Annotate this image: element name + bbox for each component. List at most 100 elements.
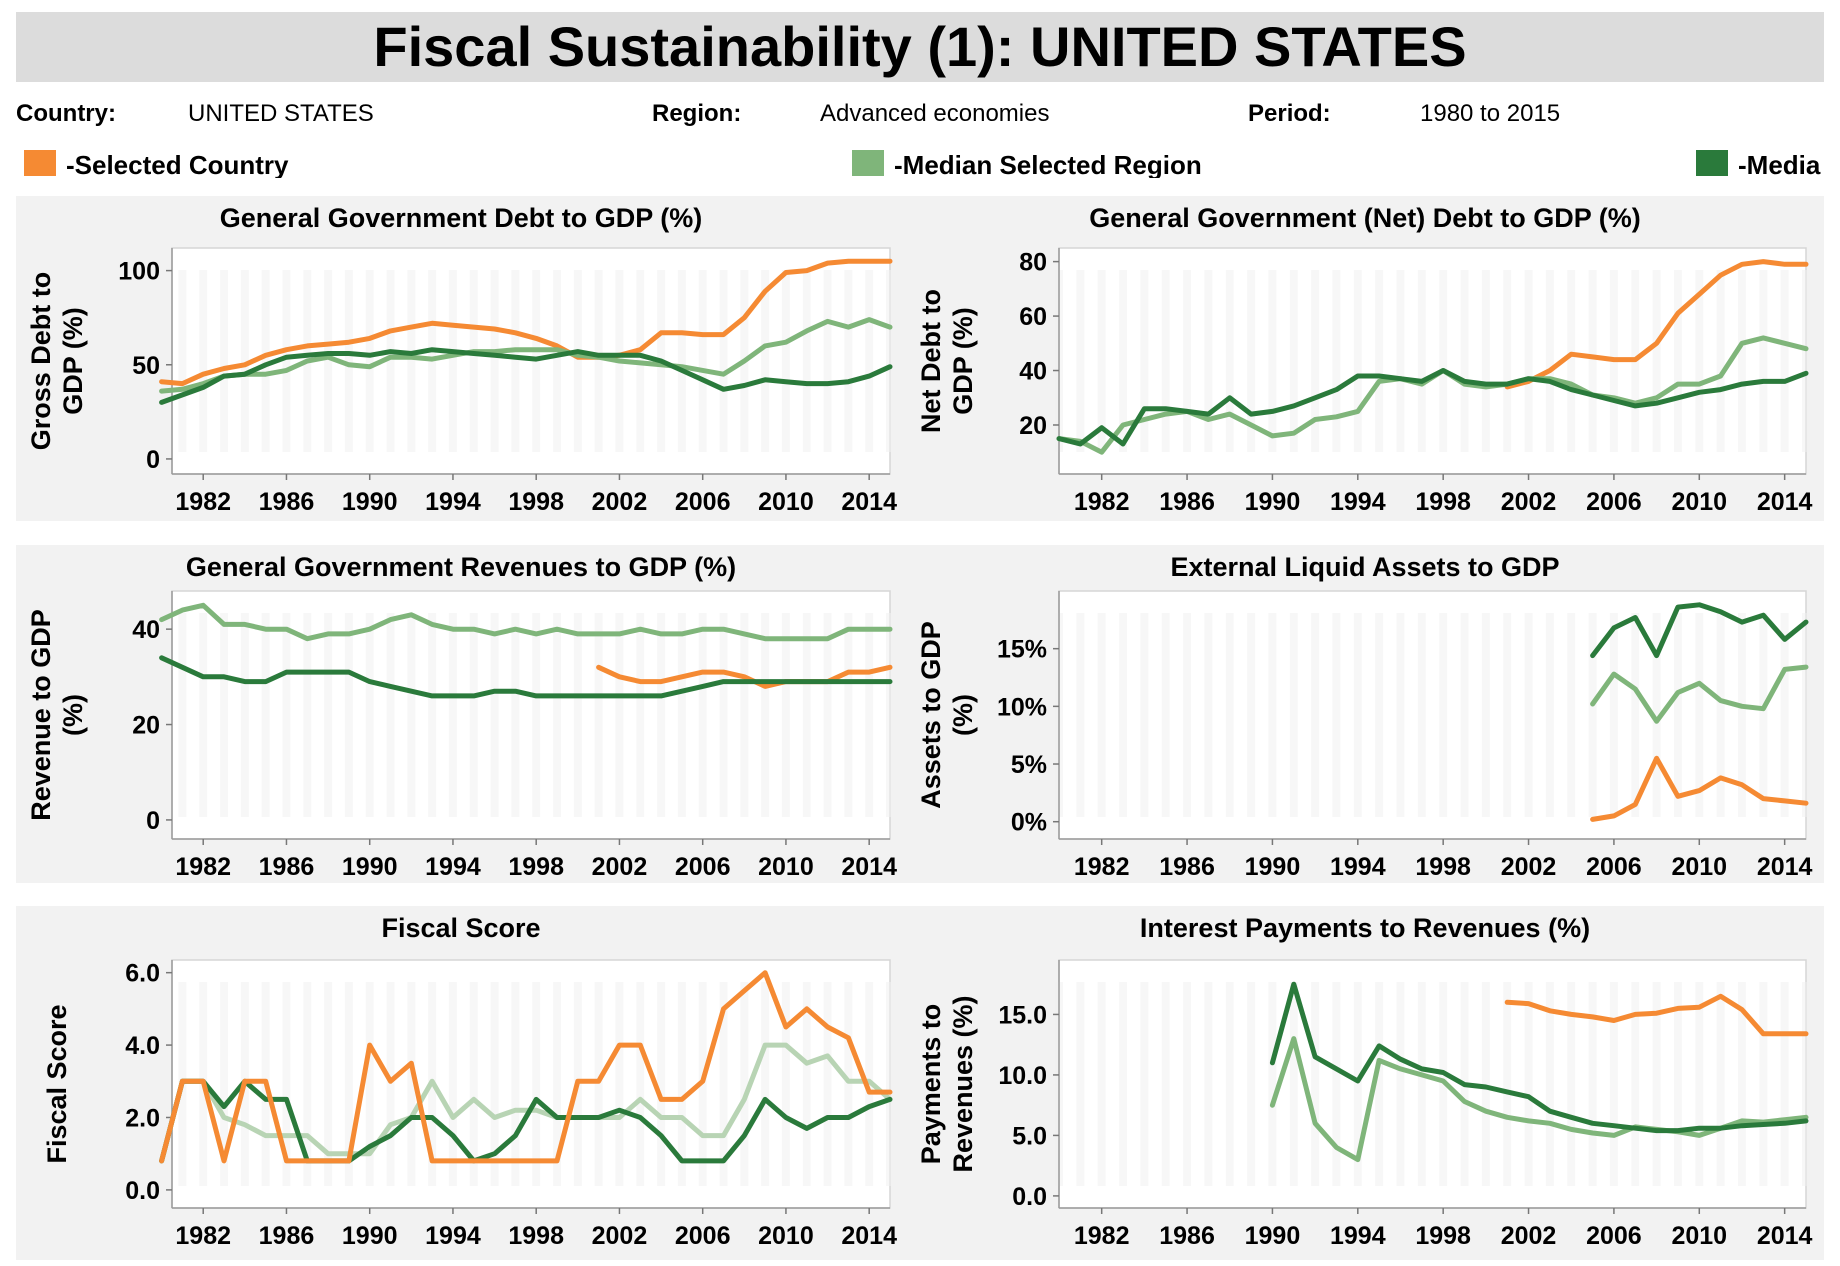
series-line-world — [159, 347, 893, 405]
x-tick-label: 1986 — [259, 1222, 315, 1250]
texture-band — [1332, 982, 1341, 1186]
texture-band — [1140, 270, 1149, 452]
x-tick-label: 1982 — [1074, 1222, 1130, 1250]
plot-texture — [178, 613, 894, 817]
texture-band — [1204, 270, 1213, 452]
texture-band — [553, 982, 562, 1186]
y-axis-label: GDP (%) — [948, 307, 978, 415]
x-tick-label: 2010 — [1671, 853, 1727, 881]
texture-band — [1631, 613, 1640, 817]
texture-band — [386, 982, 395, 1186]
chart-revenues: General Government Revenues to GDP (%) 1… — [16, 545, 906, 883]
y-axis-label: Assets to GDP — [916, 621, 946, 809]
x-tick-label: 2010 — [1671, 1222, 1727, 1250]
texture-band — [1759, 982, 1768, 1186]
texture-band — [698, 270, 707, 452]
legend-item-country: -Selected Country — [24, 150, 289, 178]
texture-band — [1076, 270, 1085, 452]
texture-band — [615, 982, 624, 1186]
texture-band — [1268, 982, 1277, 1186]
chart-interest-payments: Interest Payments to Revenues (%) 1982 19… — [906, 906, 1824, 1260]
texture-band — [1183, 613, 1192, 817]
texture-band — [865, 613, 874, 817]
chart-title: Fiscal Score — [381, 913, 541, 943]
series-line-country — [159, 970, 893, 1164]
y-tick-label: 15.0 — [998, 1001, 1047, 1029]
y-tick-label: 40 — [132, 616, 160, 644]
texture-band — [282, 613, 291, 817]
x-tick-label: 2014 — [841, 488, 897, 516]
legend-label-region: -Median Selected Region — [894, 150, 1202, 178]
texture-band — [469, 270, 478, 452]
x-tick-label: 2006 — [675, 1222, 731, 1250]
texture-band — [781, 270, 790, 452]
texture-band — [1780, 613, 1789, 817]
texture-band — [865, 270, 874, 452]
country-label: Country: — [16, 100, 116, 127]
texture-band — [1289, 613, 1298, 817]
texture-band — [1673, 982, 1682, 1186]
x-tick-label: 2006 — [1586, 488, 1642, 516]
series-line-country — [159, 258, 893, 387]
texture-band — [761, 270, 770, 452]
texture-band — [1716, 982, 1725, 1186]
texture-band — [1737, 613, 1746, 817]
series-line-country — [1504, 259, 1809, 390]
texture-band — [594, 982, 603, 1186]
texture-band — [781, 982, 790, 1186]
x-tick-label: 1998 — [1415, 488, 1471, 516]
texture-band — [1503, 982, 1512, 1186]
y-axis-label: Gross Debt to — [26, 272, 56, 451]
x-tick-label: 1994 — [1330, 1222, 1386, 1250]
texture-band — [1183, 982, 1192, 1186]
legend-swatch-region — [852, 150, 884, 176]
texture-band — [740, 982, 749, 1186]
y-tick-label: 0 — [146, 807, 160, 835]
texture-band — [448, 613, 457, 817]
chart-title: External Liquid Assets to GDP — [1170, 552, 1560, 582]
texture-band — [1289, 982, 1298, 1186]
legend-item-region: -Median Selected Region — [852, 150, 1202, 178]
texture-band — [303, 613, 312, 817]
texture-band — [1417, 270, 1426, 452]
texture-band — [1609, 613, 1618, 817]
texture-band — [448, 270, 457, 452]
chart-fiscal-score: Fiscal Score 1982 1986 1990 1994 1998 2002 200… — [16, 906, 906, 1260]
chart-external-assets: External Liquid Assets to GDP 1982 1986 19… — [906, 545, 1824, 883]
texture-band — [844, 270, 853, 452]
texture-band — [1076, 982, 1085, 1186]
texture-band — [448, 982, 457, 1186]
texture-band — [781, 613, 790, 817]
texture-band — [1652, 613, 1661, 817]
x-tick-label: 1990 — [342, 1222, 398, 1250]
texture-band — [261, 613, 270, 817]
texture-band — [886, 613, 894, 817]
texture-band — [303, 982, 312, 1186]
texture-band — [719, 270, 728, 452]
texture-band — [1076, 613, 1085, 817]
x-tick-label: 2014 — [841, 853, 897, 881]
texture-band — [1375, 270, 1384, 452]
series-line-score_region — [159, 1042, 893, 1164]
y-tick-label: 50 — [132, 352, 160, 380]
texture-band — [657, 613, 666, 817]
texture-band — [1119, 613, 1128, 817]
texture-band — [1567, 982, 1576, 1186]
y-tick-label: 100 — [118, 258, 160, 286]
x-tick-label: 1982 — [175, 853, 231, 881]
texture-band — [1097, 982, 1106, 1186]
texture-band — [428, 613, 437, 817]
texture-band — [761, 613, 770, 817]
y-tick-label: 0% — [1011, 809, 1047, 837]
texture-band — [178, 613, 187, 817]
texture-band — [240, 613, 249, 817]
texture-band — [407, 270, 416, 452]
texture-band — [615, 613, 624, 817]
texture-band — [490, 270, 499, 452]
y-tick-label: 10.0 — [998, 1062, 1047, 1090]
series-line-country — [596, 664, 893, 689]
texture-band — [1097, 613, 1106, 817]
x-tick-label: 1986 — [259, 488, 315, 516]
texture-band — [823, 613, 832, 817]
y-tick-label: 0.0 — [1012, 1183, 1047, 1211]
